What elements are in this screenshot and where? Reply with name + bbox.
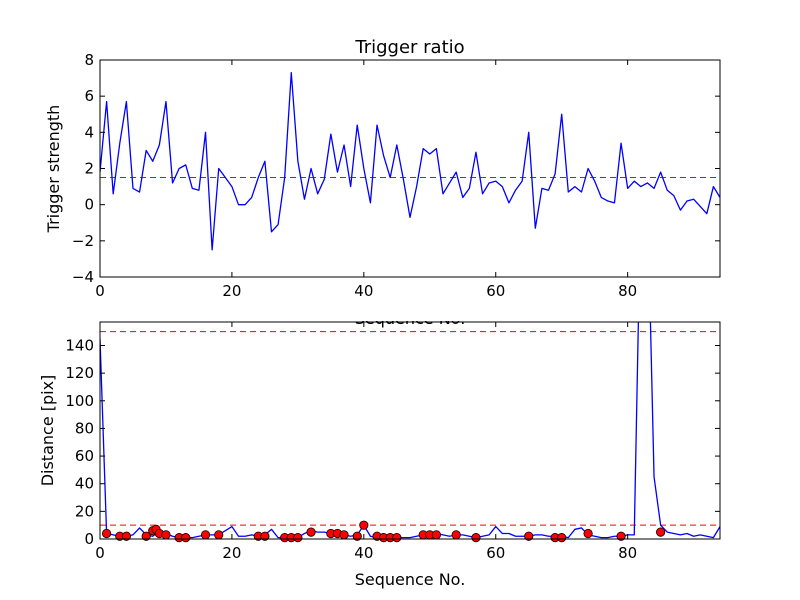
y-tick-label: 60 (75, 447, 94, 465)
axes-frame-bottom (99, 321, 721, 540)
marker-point-36 (616, 531, 626, 541)
y-tick-label: 0 (84, 530, 94, 548)
x-tick-label: 60 (486, 544, 505, 562)
marker-point-21 (352, 531, 362, 541)
y-tick-label: 20 (75, 502, 94, 520)
y-tick-label: −2 (72, 232, 94, 250)
y-tick-label: 100 (65, 392, 94, 410)
marker-point-30 (451, 530, 461, 540)
y-tick-label: 2 (84, 160, 94, 178)
y-tick-label: 0 (84, 196, 94, 214)
marker-point-9 (181, 533, 191, 543)
x-tick-label: 20 (222, 544, 241, 562)
x-tick-label: 0 (95, 544, 105, 562)
chart-title: Trigger ratio (354, 37, 464, 58)
x-tick-label: 20 (222, 282, 241, 300)
y-tick-label: −4 (72, 268, 94, 286)
y-tick-label: 8 (84, 51, 94, 69)
marker-point-17 (306, 527, 316, 537)
y-tick-label: 140 (65, 336, 94, 354)
marker-point-10 (200, 530, 211, 540)
marker-point-13 (260, 531, 270, 541)
plot-area-top (100, 72, 720, 251)
x-tick-label: 40 (354, 282, 373, 300)
x-tick-label: 80 (618, 282, 637, 300)
marker-point-35 (583, 528, 593, 539)
y-tick-label: 6 (84, 87, 94, 105)
y-tick-label: 40 (75, 475, 94, 493)
ticks-top: 0 20 40 60 80 −4 −2 0 2 4 6 8 (72, 51, 720, 300)
marker-point-11 (214, 530, 224, 540)
x-tick-label: 40 (354, 544, 373, 562)
y-tick-label: 4 (84, 123, 94, 141)
x-tick-label: 60 (486, 282, 505, 300)
x-axis-label-bottom: Sequence No. (355, 570, 466, 589)
marker-point-2 (121, 531, 131, 541)
marker-point-32 (524, 531, 534, 541)
x-tick-label: 80 (618, 544, 637, 562)
x-tick-label: 0 (95, 282, 105, 300)
marker-point-31 (471, 533, 481, 543)
series-line-0 (100, 72, 720, 251)
marker-point-0 (101, 528, 112, 539)
marker-point-37 (656, 527, 666, 537)
marker-point-34 (557, 533, 567, 543)
marker-point-20 (339, 530, 349, 540)
title-gap-mask (100, 305, 720, 321)
y-axis-label-top: Trigger strength (44, 105, 63, 234)
marker-point-16 (293, 533, 303, 543)
distance-chart: 0 20 40 60 80 0 20 40 60 80 100 120 140 Sequence No.… (38, 305, 721, 589)
marker-point-29 (431, 530, 441, 540)
marker-point-26 (392, 533, 402, 543)
y-axis-label-bottom: Distance [pix] (38, 375, 57, 487)
ticks-bottom: 0 20 40 60 80 0 20 40 60 80 100 120 140 (65, 322, 720, 562)
y-tick-label: 120 (65, 364, 94, 382)
marker-point-3 (141, 531, 151, 541)
marker-point-7 (161, 530, 171, 540)
marker-point-22 (359, 520, 369, 530)
y-tick-label: 80 (75, 419, 94, 437)
